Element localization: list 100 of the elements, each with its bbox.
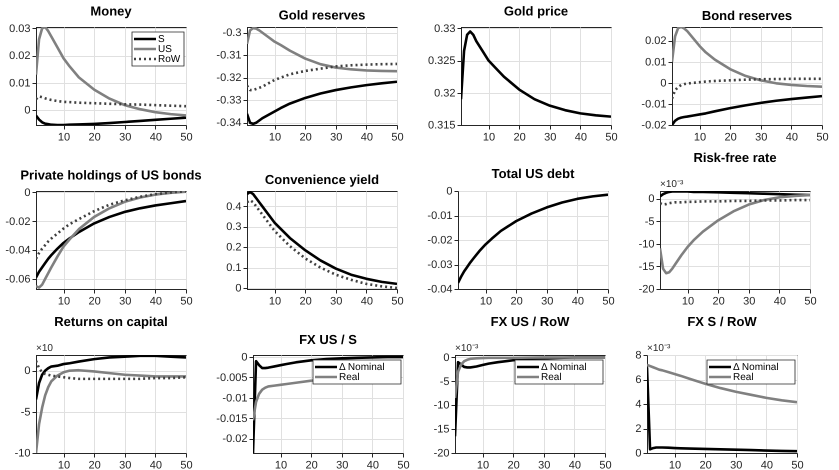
y-tick-label: -5: [20, 406, 30, 418]
line-series: [247, 27, 397, 72]
x-tick-label: 30: [541, 296, 554, 308]
legend-label: Δ Nominal: [733, 362, 779, 373]
legend-label: Real: [339, 372, 360, 383]
x-tick-label: 50: [180, 460, 193, 470]
chart-title: Convenience yield: [264, 172, 380, 187]
x-tick-label: 20: [514, 132, 526, 144]
x-tick-label: 30: [330, 296, 342, 308]
y-tick-label: -0.01: [641, 98, 666, 110]
x-tick-label: 50: [391, 296, 404, 308]
text: ×10⁻³: [455, 343, 479, 354]
y-tick-label: 8: [635, 350, 642, 362]
legend-label: Δ Nominal: [339, 362, 385, 373]
y-tick-label: 0: [446, 186, 452, 198]
x-tick-label: 10: [668, 460, 682, 470]
x-tick-label: 20: [306, 460, 318, 470]
y-tick-label: -0.01: [427, 210, 452, 222]
chart-title: Bond reserves: [702, 8, 792, 23]
x-tick-label: 40: [366, 460, 380, 470]
y-tick-label: 4: [635, 398, 642, 410]
x-tick-label: 20: [300, 132, 312, 144]
y-tick-label: 0: [24, 365, 30, 378]
y-tick-label: -0.06: [5, 273, 30, 286]
x-tick-label: 10: [694, 132, 706, 144]
y-tick-label: -10: [14, 448, 30, 460]
y-tick-label: -0.03: [427, 259, 452, 271]
line-series: [247, 62, 397, 92]
y-tick-label: -0.32: [216, 72, 242, 84]
x-tick-label: 40: [786, 132, 798, 144]
y-tick-label: -15: [638, 260, 654, 273]
y-tick-label: -5: [644, 216, 654, 228]
x-tick-label: 20: [300, 296, 312, 308]
x-tick-label: 20: [700, 460, 712, 470]
y-tick-label: -0.015: [216, 412, 248, 425]
y-tick-label: 0.02: [645, 35, 666, 48]
line-series: [36, 95, 186, 108]
y-tick-label: -0.005: [216, 372, 248, 384]
x-tick-label: 10: [58, 296, 70, 308]
x-tick-label: 30: [743, 296, 756, 308]
x-tick-label: 20: [88, 460, 101, 470]
y-tick-label: -0.3: [222, 27, 242, 40]
chart-title: FX S / RoW: [687, 314, 758, 329]
legend-label: US: [158, 44, 172, 55]
x-tick-label: 50: [804, 296, 817, 308]
y-tick-label: 0: [235, 282, 242, 294]
x-tick-label: 40: [574, 132, 588, 144]
y-tick-label: 0.2: [226, 242, 242, 254]
y-tick-label: -0.01: [222, 392, 248, 404]
y-tick-label: -0.04: [427, 284, 452, 296]
x-tick-label: 10: [480, 296, 492, 308]
chart-title: FX US / S: [299, 332, 358, 348]
x-tick-label: 30: [119, 296, 132, 308]
y-tick-label: -0.02: [5, 216, 30, 228]
y-tick-label: 0.315: [428, 120, 456, 132]
chart-title: Private holdings of US bonds: [20, 167, 202, 182]
chart-title: Money: [90, 3, 132, 18]
y-tick-label: 6: [635, 374, 642, 386]
x-tick-label: 40: [150, 296, 162, 308]
x-tick-label: 50: [391, 132, 404, 144]
text: ×10⁻³: [660, 179, 684, 190]
y-tick-label: 0: [635, 448, 642, 460]
x-tick-label: 20: [724, 132, 737, 144]
legend-label: Real: [541, 372, 562, 383]
chart-title: Gold price: [504, 3, 568, 18]
x-tick-label: 30: [330, 132, 342, 144]
x-tick-label: 10: [58, 460, 70, 470]
y-tick-label: -20: [434, 448, 450, 460]
x-tick-label: 40: [760, 460, 774, 470]
x-tick-label: 10: [274, 460, 288, 470]
y-tick-label: -0.34: [216, 117, 242, 130]
x-tick-label: 40: [150, 460, 162, 470]
chart-title: Total US debt: [492, 166, 576, 181]
x-tick-label: 50: [816, 132, 829, 144]
x-tick-label: 50: [599, 460, 612, 470]
chart-title: Gold reserves: [278, 8, 366, 23]
y-tick-label: -20: [638, 284, 654, 296]
line-series: [36, 359, 186, 380]
y-tick-label: 0: [648, 193, 654, 206]
y-tick-label: -0.31: [216, 50, 242, 62]
x-tick-label: 10: [682, 296, 694, 308]
x-tick-label: 40: [568, 460, 582, 470]
line-series: [36, 355, 186, 401]
y-tick-label: -0.02: [222, 433, 248, 446]
y-tick-label: 0.01: [645, 56, 666, 68]
y-tick-label: 0.1: [226, 262, 242, 274]
x-tick-label: 50: [397, 460, 410, 470]
line-series: [36, 200, 186, 279]
x-tick-label: 40: [360, 132, 374, 144]
y-tick-label: 0.3: [226, 221, 242, 234]
y-tick-label: 0.33: [434, 22, 456, 35]
legend-label: RoW: [158, 54, 181, 65]
y-tick-label: -0.33: [216, 94, 242, 107]
y-tick-label: -10: [638, 238, 654, 250]
x-tick-label: 40: [572, 296, 584, 308]
legend-label: Real: [733, 372, 754, 383]
y-tick-label: 0: [241, 352, 248, 364]
x-tick-label: 40: [360, 296, 374, 308]
line-series: [647, 364, 797, 404]
x-tick-label: 20: [712, 296, 725, 308]
